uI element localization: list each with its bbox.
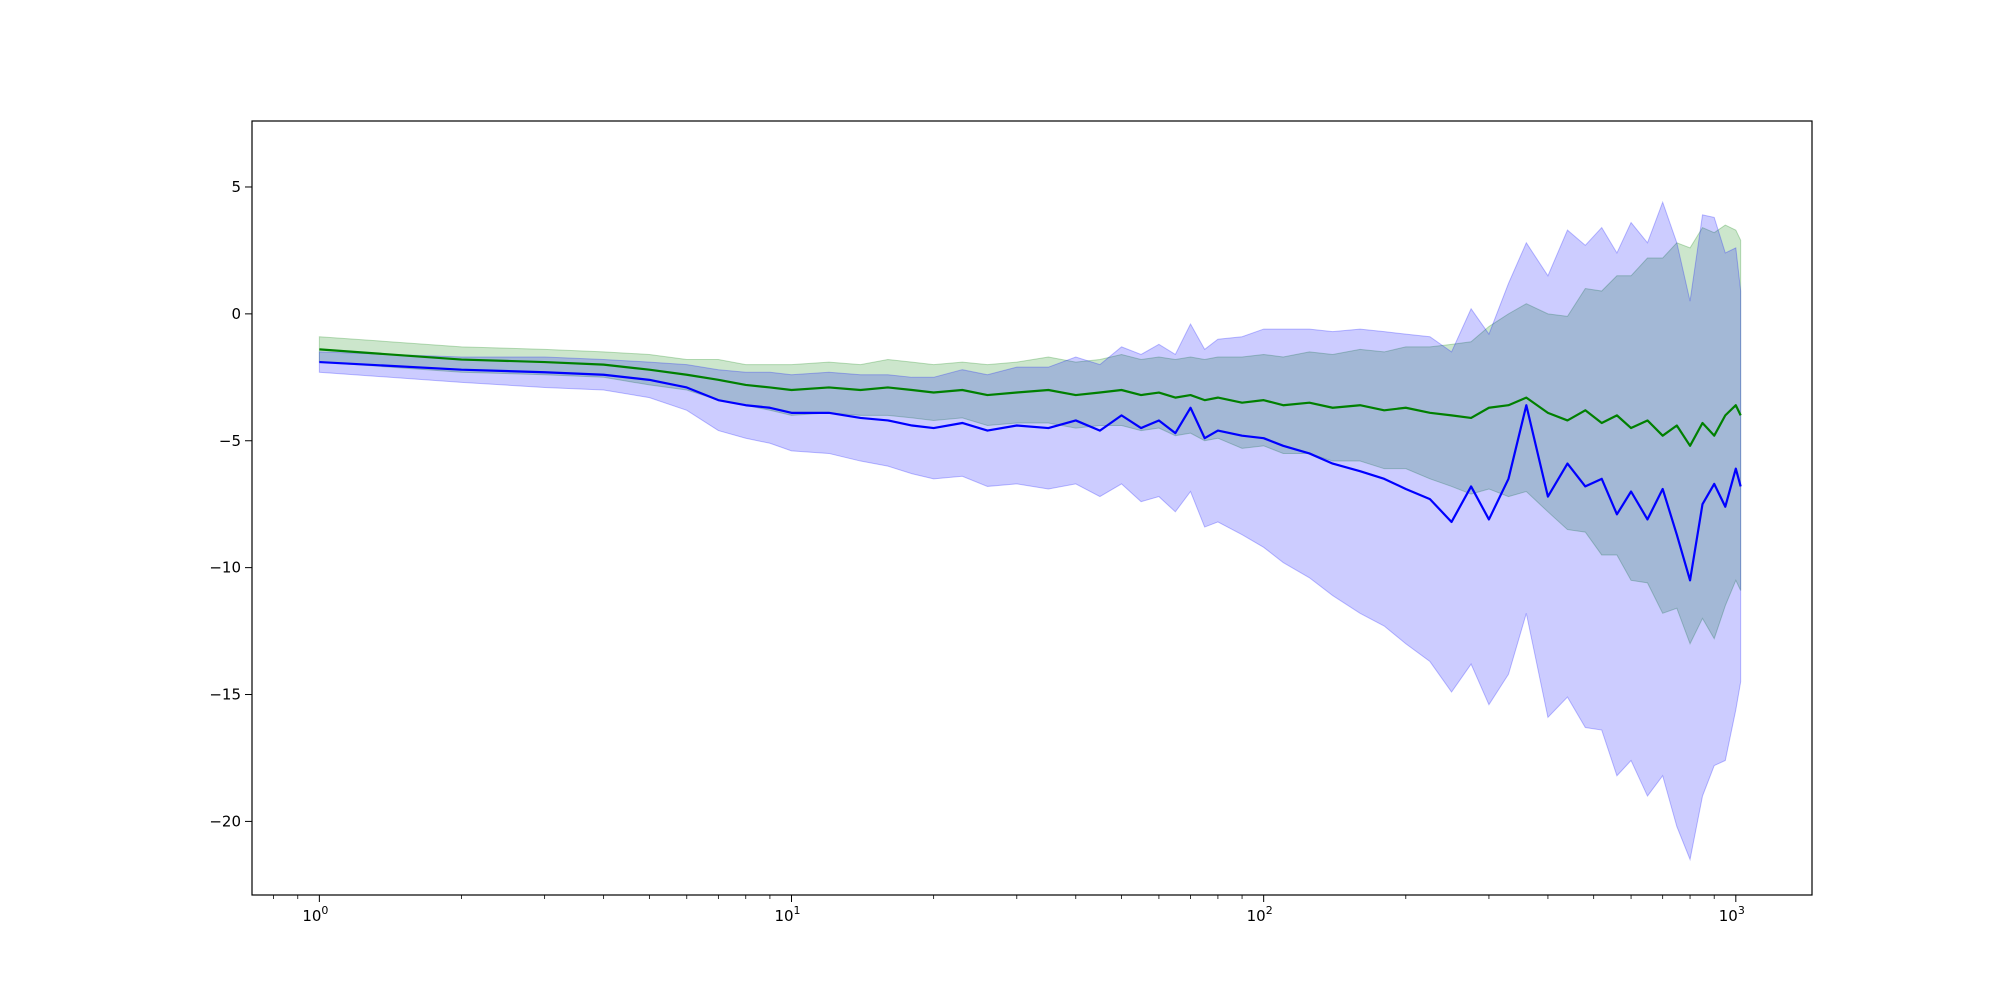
- axes-frame: [251, 120, 1813, 896]
- series-lines: [319, 348, 1742, 582]
- plot-area: [251, 120, 1813, 896]
- y-tick-label: −15: [209, 686, 241, 704]
- series-1-band: [318, 200, 1742, 862]
- y-tick-label: −10: [209, 559, 241, 577]
- x-tick-label-exponent: 2: [1266, 904, 1273, 917]
- y-tick-label: 5: [231, 178, 241, 196]
- y-axis: 5 0 −5 −10 −15 −20: [209, 178, 252, 830]
- x-axis: 100 101 102 103: [273, 895, 1745, 925]
- x-tick-label-exponent: 0: [321, 904, 328, 917]
- x-tick-label-exponent: 1: [794, 904, 801, 917]
- x-tick-label-exponent: 3: [1738, 904, 1745, 917]
- series-0-band: [318, 224, 1742, 646]
- y-tick-label: −20: [209, 812, 241, 830]
- confidence-bands: [318, 200, 1742, 862]
- y-tick-label: −5: [219, 432, 241, 450]
- series-0-line: [319, 348, 1742, 447]
- series-1-line: [319, 360, 1742, 582]
- y-tick-label: 0: [231, 305, 241, 323]
